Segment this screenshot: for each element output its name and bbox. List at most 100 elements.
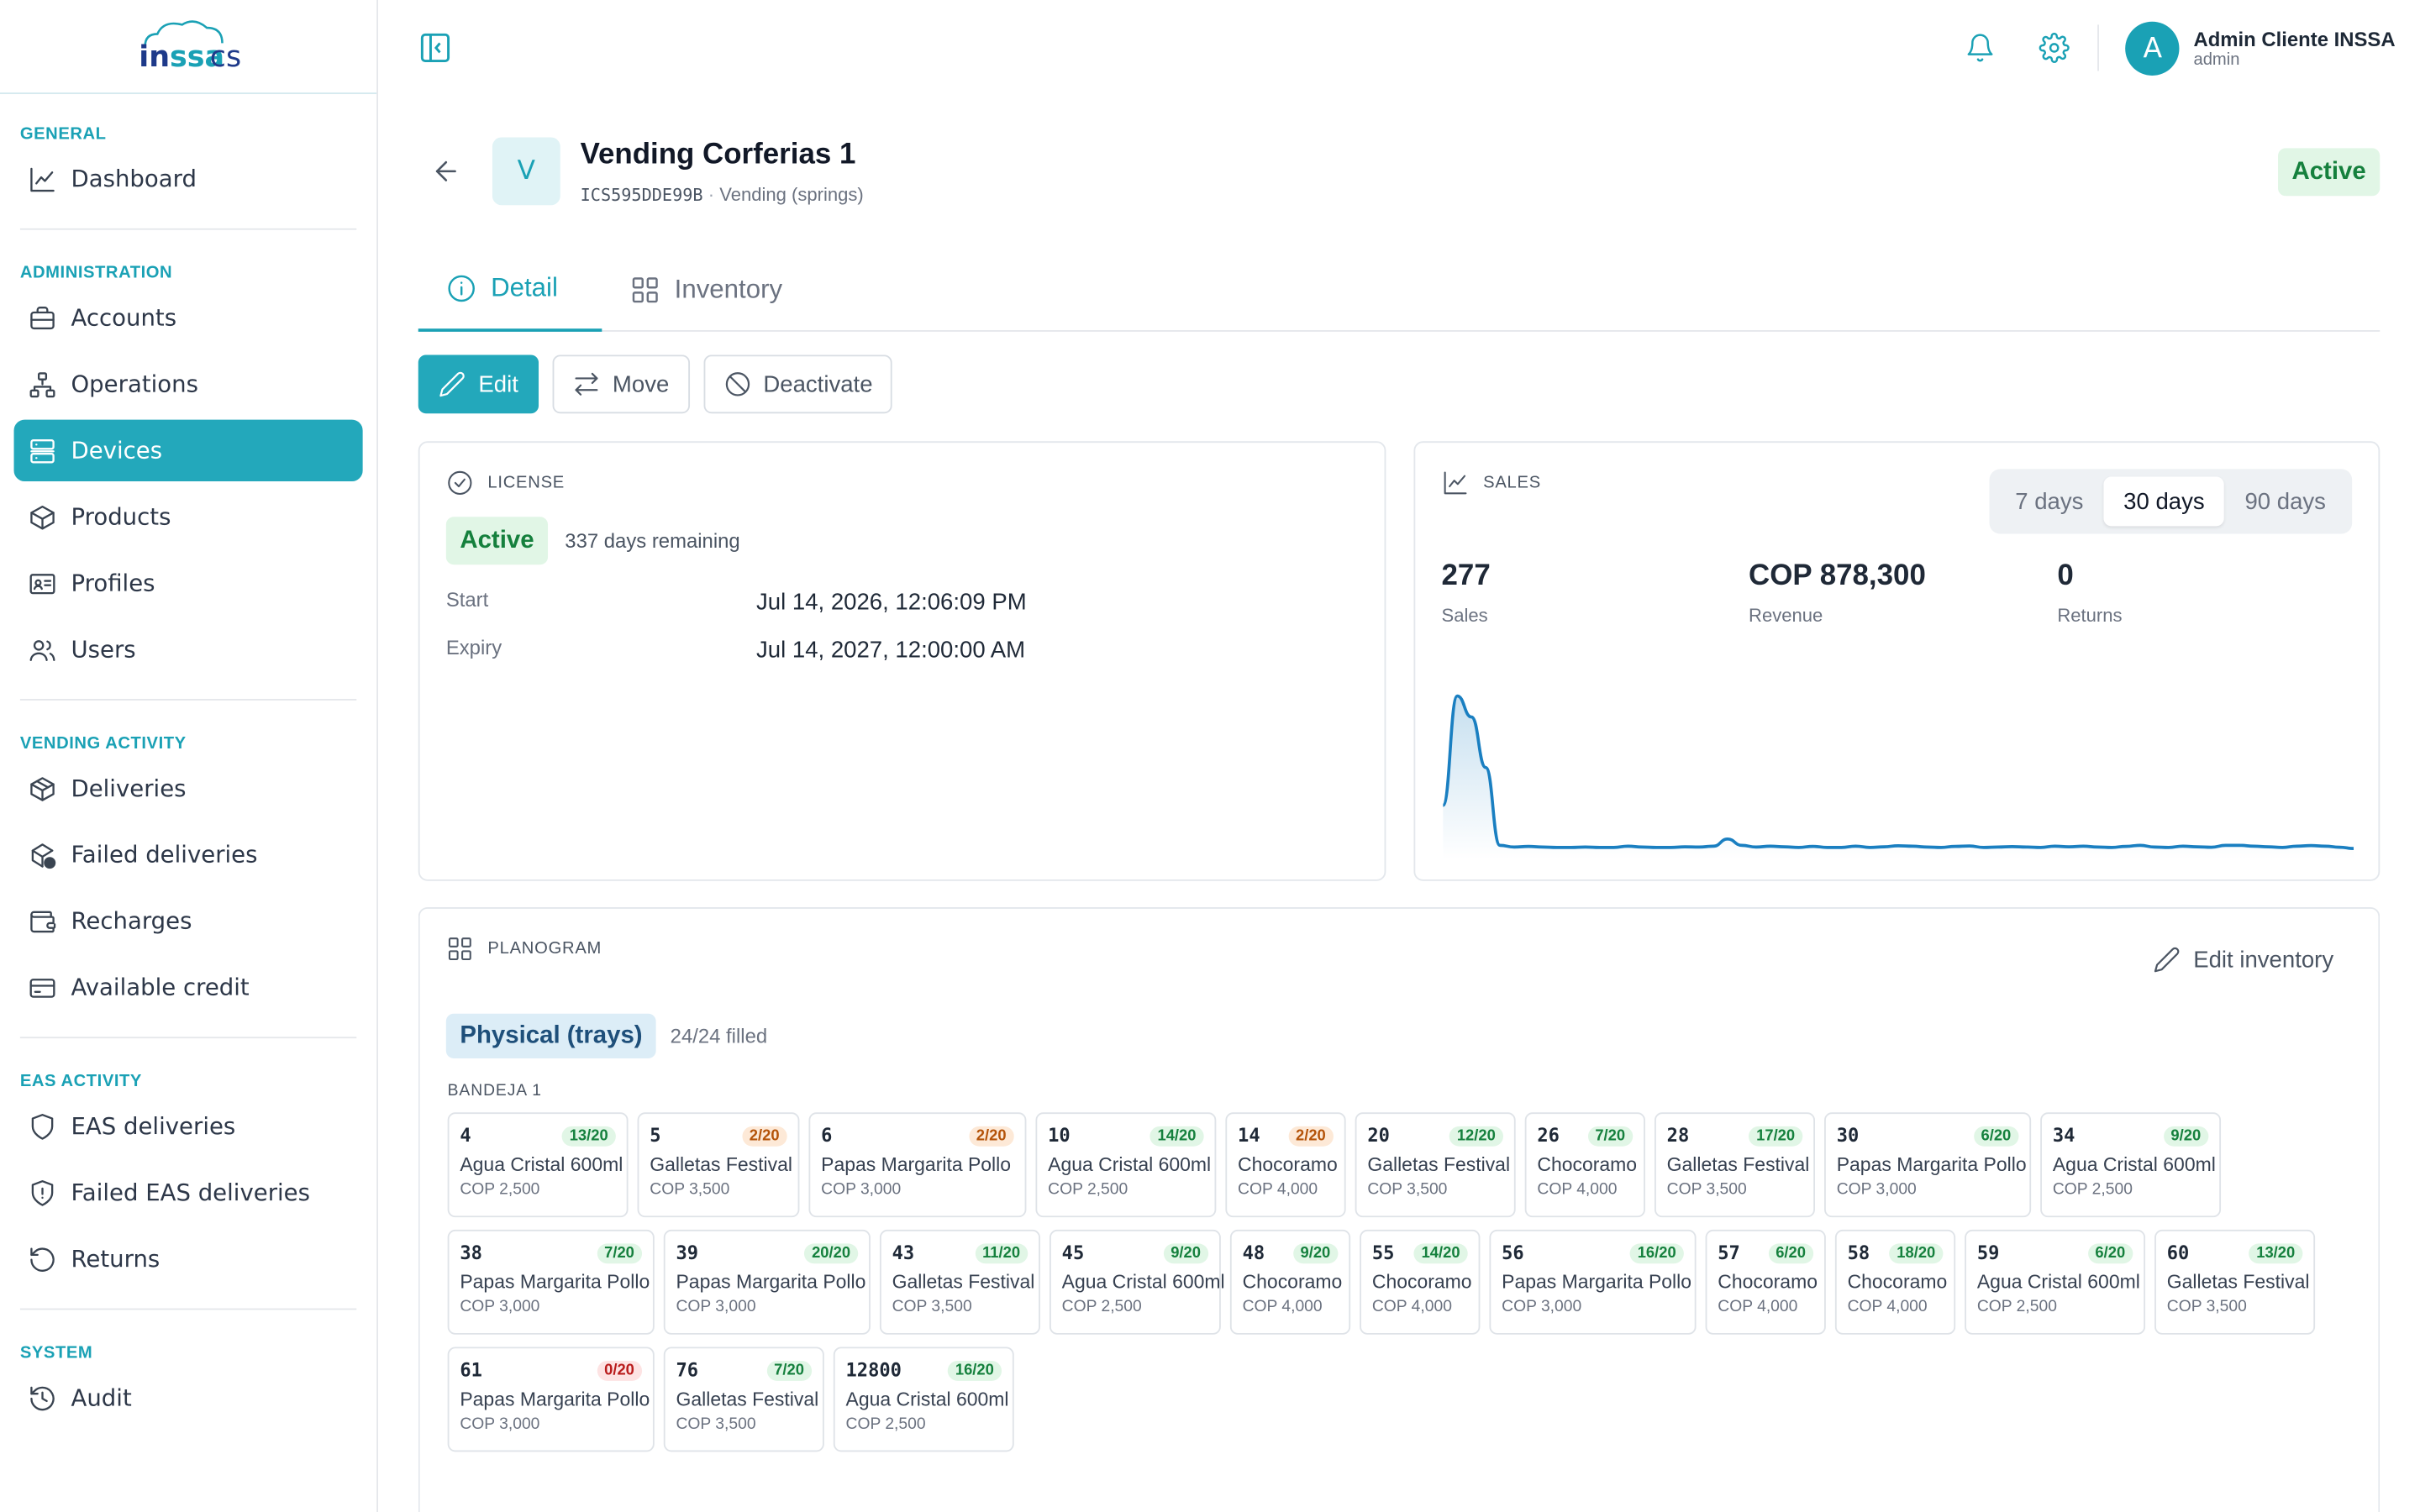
logo[interactable]: in ssa cs xyxy=(0,0,377,95)
slot-card[interactable]: 20 12/20 Galletas Festival COP 3,500 xyxy=(1355,1112,1516,1218)
slot-quantity-badge: 9/20 xyxy=(2163,1126,2209,1147)
sidebar-item-operations[interactable]: Operations xyxy=(14,354,363,415)
move-button[interactable]: Move xyxy=(552,354,690,414)
tab-detail[interactable]: Detail xyxy=(418,249,602,332)
slot-card[interactable]: 12800 16/20 Agua Cristal 600ml COP 2,500 xyxy=(833,1347,1014,1452)
sidebar: in ssa cs GENERAL Dashboard ADMINISTRATION… xyxy=(0,0,379,1512)
sidebar-item-returns[interactable]: Returns xyxy=(14,1228,363,1289)
slot-card[interactable]: 48 9/20 Chocoramo COP 4,000 xyxy=(1229,1229,1351,1335)
slot-quantity-badge: 20/20 xyxy=(803,1243,859,1264)
range-90-days[interactable]: 90 days xyxy=(2244,488,2326,515)
slot-card[interactable]: 43 11/20 Galletas Festival COP 3,500 xyxy=(879,1229,1040,1335)
sidebar-item-label: Returns xyxy=(71,1245,160,1273)
slot-card[interactable]: 76 7/20 Galletas Festival COP 3,500 xyxy=(663,1347,824,1452)
slot-card[interactable]: 55 14/20 Chocoramo COP 4,000 xyxy=(1360,1229,1481,1335)
sidebar-item-failed-deliveries[interactable]: Failed deliveries xyxy=(14,824,363,885)
sidebar-item-dashboard[interactable]: Dashboard xyxy=(14,148,363,209)
slot-row: 61 0/20 Papas Margarita Pollo COP 3,000 76 7/… xyxy=(447,1347,2315,1452)
slot-card[interactable]: 26 7/20 Chocoramo COP 4,000 xyxy=(1524,1112,1645,1218)
edit-button[interactable]: Edit xyxy=(418,354,539,414)
slot-number: 20 xyxy=(1367,1124,1390,1147)
slot-product-name: Agua Cristal 600ml xyxy=(2052,1153,2216,1176)
slot-quantity-badge: 9/20 xyxy=(1163,1243,1209,1264)
slot-product-name: Galletas Festival xyxy=(650,1153,792,1176)
sidebar-item-users[interactable]: Users xyxy=(14,619,363,680)
slot-card[interactable]: 4 13/20 Agua Cristal 600ml COP 2,500 xyxy=(447,1112,629,1218)
slot-card[interactable]: 14 2/20 Chocoramo COP 4,000 xyxy=(1225,1112,1346,1218)
slot-card[interactable]: 38 7/20 Papas Margarita Pollo COP 3,000 xyxy=(447,1229,655,1335)
sidebar-item-products[interactable]: Products xyxy=(14,486,363,548)
kpi-revenue-value: COP 878,300 xyxy=(1749,559,1926,593)
sidebar-item-devices[interactable]: Devices xyxy=(13,419,363,482)
avatar[interactable]: A xyxy=(2125,20,2180,76)
back-arrow-icon[interactable] xyxy=(430,156,461,187)
planogram-card: PLANOGRAM Edit inventory Physical (trays… xyxy=(418,907,2381,1512)
planogram-filled: 24/24 filled xyxy=(670,1024,768,1048)
range-30-days[interactable]: 30 days xyxy=(2103,476,2225,527)
network-icon xyxy=(26,369,57,400)
slot-number: 6 xyxy=(821,1124,833,1147)
sidebar-item-audit[interactable]: Audit xyxy=(14,1367,363,1428)
slot-product-name: Papas Margarita Pollo xyxy=(460,1271,650,1294)
kpi-returns-value: 0 xyxy=(2057,559,2074,593)
slot-number: 48 xyxy=(1242,1242,1265,1264)
slot-card[interactable]: 39 20/20 Papas Margarita Pollo COP 3,000 xyxy=(663,1229,871,1335)
range-7-days[interactable]: 7 days xyxy=(2015,488,2084,515)
sidebar-item-label: Users xyxy=(71,635,136,664)
package-icon xyxy=(26,773,57,804)
info-icon xyxy=(448,275,475,302)
kpi-returns-label: Returns xyxy=(2057,605,2123,627)
inssa-logo-icon: in ssa cs xyxy=(139,20,241,74)
gear-icon[interactable] xyxy=(2039,32,2070,64)
topbar: A Admin Cliente INSSA admin xyxy=(378,0,2420,94)
slot-card[interactable]: 59 6/20 Agua Cristal 600ml COP 2,500 xyxy=(1965,1229,2146,1335)
slot-card[interactable]: 34 9/20 Agua Cristal 600ml COP 2,500 xyxy=(2040,1112,2222,1218)
slot-product-name: Chocoramo xyxy=(1238,1153,1338,1176)
grid-icon xyxy=(448,937,471,961)
slot-card[interactable]: 56 16/20 Papas Margarita Pollo COP 3,000 xyxy=(1489,1229,1697,1335)
sidebar-item-recharges[interactable]: Recharges xyxy=(14,890,363,952)
sidebar-item-deliveries[interactable]: Deliveries xyxy=(14,758,363,819)
sales-card: SALES 7 days 30 days 90 days 277 Sales C… xyxy=(1413,441,2381,881)
slot-card[interactable]: 6 2/20 Papas Margarita Pollo COP 3,000 xyxy=(808,1112,1027,1218)
sidebar-item-available-credit[interactable]: Available credit xyxy=(14,957,363,1018)
user-menu[interactable]: Admin Cliente INSSA admin xyxy=(2193,27,2395,69)
slot-card[interactable]: 57 6/20 Chocoramo COP 4,000 xyxy=(1705,1229,1826,1335)
slot-price: COP 3,500 xyxy=(676,1415,756,1434)
slot-product-name: Papas Margarita Pollo xyxy=(460,1389,650,1410)
slot-quantity-badge: 16/20 xyxy=(1629,1243,1684,1264)
slot-quantity-badge: 13/20 xyxy=(561,1126,616,1147)
bell-icon[interactable] xyxy=(1965,33,1996,64)
range-selector: 7 days 30 days 90 days xyxy=(1989,469,2353,534)
slot-card[interactable]: 30 6/20 Papas Margarita Pollo COP 3,000 xyxy=(1824,1112,2032,1218)
device-subtitle: ICS595DDE99B · Vending (springs) xyxy=(581,184,864,206)
sidebar-item-profiles[interactable]: Profiles xyxy=(14,553,363,614)
package-alert-icon xyxy=(26,839,57,870)
id-card-icon xyxy=(26,568,57,599)
edit-inventory-button[interactable]: Edit inventory xyxy=(2153,946,2333,974)
slot-product-name: Chocoramo xyxy=(1537,1153,1638,1176)
slot-card[interactable]: 61 0/20 Papas Margarita Pollo COP 3,000 xyxy=(447,1347,655,1452)
slot-card[interactable]: 28 17/20 Galletas Festival COP 3,500 xyxy=(1654,1112,1816,1218)
slot-number: 30 xyxy=(1836,1124,1860,1147)
slot-card[interactable]: 60 13/20 Galletas Festival COP 3,500 xyxy=(2154,1229,2316,1335)
planogram-heading: PLANOGRAM xyxy=(446,935,602,963)
shield-icon xyxy=(26,1110,57,1142)
slot-card[interactable]: 45 9/20 Agua Cristal 600ml COP 2,500 xyxy=(1049,1229,1225,1335)
tab-inventory[interactable]: Inventory xyxy=(602,249,810,332)
license-start-label: Start xyxy=(445,587,489,612)
sidebar-item-failed-eas-deliveries[interactable]: Failed EAS deliveries xyxy=(14,1162,363,1223)
sidebar-item-accounts[interactable]: Accounts xyxy=(14,287,363,349)
slot-card[interactable]: 58 18/20 Chocoramo COP 4,000 xyxy=(1834,1229,1956,1335)
slot-card[interactable]: 10 14/20 Agua Cristal 600ml COP 2,500 xyxy=(1035,1112,1217,1218)
device-header: V Vending Corferias 1 ICS595DDE99B · Ven… xyxy=(418,137,2381,206)
sidebar-item-eas-deliveries[interactable]: EAS deliveries xyxy=(14,1095,363,1157)
slot-price: COP 2,500 xyxy=(845,1415,926,1434)
sidebar-item-label: Failed EAS deliveries xyxy=(71,1179,311,1207)
swap-arrows-icon xyxy=(575,372,598,396)
sidebar-toggle-icon[interactable] xyxy=(418,31,452,65)
slot-card[interactable]: 5 2/20 Galletas Festival COP 3,500 xyxy=(637,1112,800,1218)
slot-quantity-badge: 0/20 xyxy=(596,1361,643,1381)
slot-price: COP 2,500 xyxy=(1061,1297,1142,1316)
deactivate-button[interactable]: Deactivate xyxy=(702,354,893,414)
